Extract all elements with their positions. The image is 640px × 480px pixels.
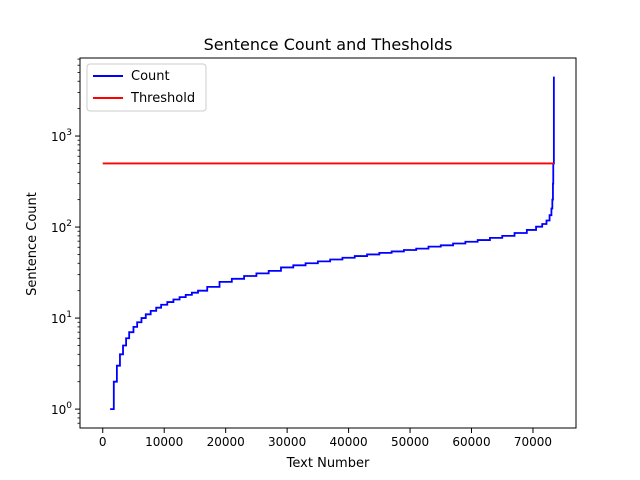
x-tick-label: 60000 [452,435,490,449]
x-tick-label: 20000 [207,435,245,449]
x-tick-label: 30000 [268,435,306,449]
plot-frame [79,57,577,429]
x-tick-label: 10000 [145,435,183,449]
y-axis-ticks: 100 101 102 103 [51,58,80,424]
y-axis-label: Sentence Count [25,192,40,296]
series-layer [102,76,555,410]
y-tick-label: 102 [51,219,72,235]
y-tick-label: 101 [51,310,72,326]
legend-threshold-label: Threshold [130,91,195,106]
x-tick-label: 40000 [329,435,367,449]
x-axis-ticks: 0 10000 20000 30000 40000 50000 60000 70000 [99,428,552,449]
legend-count-label: Count [131,69,170,84]
chart-title: Sentence Count and Thesholds [204,35,453,54]
x-axis-label: Text Number [286,456,370,471]
series-line-count [110,76,555,410]
legend: Count Threshold [86,63,207,112]
y-tick-label: 100 [51,401,72,417]
x-tick-label: 70000 [514,435,552,449]
x-tick-label: 0 [99,435,107,449]
x-tick-label: 50000 [391,435,429,449]
y-tick-label: 103 [51,128,72,144]
